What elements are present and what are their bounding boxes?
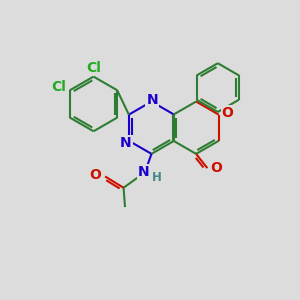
Text: Cl: Cl [87,61,102,75]
Text: N: N [120,136,132,150]
Text: Cl: Cl [51,80,66,94]
Text: O: O [210,161,222,175]
Text: O: O [90,168,101,182]
Text: O: O [222,106,234,120]
Text: N: N [146,93,158,107]
Text: N: N [138,165,149,179]
Text: H: H [152,171,162,184]
